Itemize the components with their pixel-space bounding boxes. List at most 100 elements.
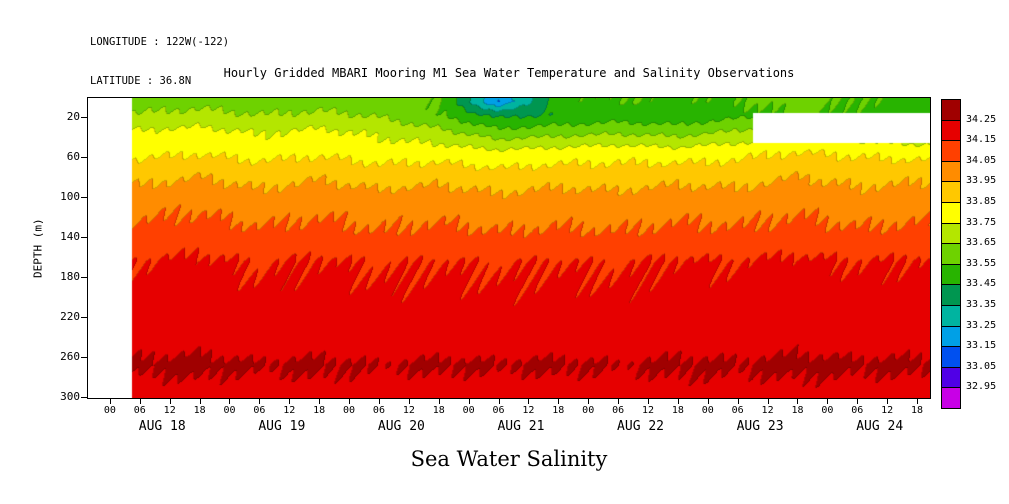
x-tick-mark (498, 399, 500, 404)
x-tick-mark (199, 399, 201, 404)
x-tick-mark (319, 399, 321, 404)
x-tick-label: 00 (103, 405, 116, 416)
colorbar-segment (941, 263, 961, 286)
x-tick-label: 12 (283, 405, 296, 416)
x-day-label: AUG 20 (377, 419, 425, 434)
salinity-heatmap-canvas (88, 98, 930, 398)
colorbar-segment (941, 243, 961, 265)
colorbar-segment (941, 119, 961, 142)
y-tick-mark (81, 197, 88, 198)
y-tick-mark (81, 397, 88, 398)
colorbar-tick-label: 34.25 (966, 113, 997, 125)
y-tick-mark (81, 237, 88, 238)
x-tick-mark (438, 399, 440, 404)
y-tick-mark (81, 157, 88, 158)
colorbar-tick-label: 34.05 (966, 154, 997, 166)
x-tick-label: 18 (791, 405, 804, 416)
x-day-label: AUG 18 (138, 419, 186, 434)
y-tick-label: 100 (60, 190, 80, 203)
y-tick-mark (81, 117, 88, 118)
x-tick-label: 06 (731, 405, 744, 416)
x-tick-label: 18 (911, 405, 924, 416)
x-tick-mark (349, 399, 351, 404)
chart-title: Hourly Gridded MBARI Mooring M1 Sea Wate… (223, 66, 795, 80)
x-tick-mark (588, 399, 590, 404)
x-tick-label: 12 (522, 405, 535, 416)
y-tick-label: 180 (60, 270, 80, 283)
x-tick-mark (229, 399, 231, 404)
x-tick-label: 00 (582, 405, 595, 416)
x-tick-label: 06 (133, 405, 146, 416)
colorbar-tick-label: 33.85 (966, 196, 997, 207)
x-tick-mark (677, 399, 679, 404)
x-day-label: AUG 23 (736, 419, 784, 434)
y-tick-label: 140 (60, 230, 80, 243)
colorbar-tick-label: 33.35 (966, 299, 997, 310)
x-tick-label: 06 (612, 405, 625, 416)
colorbar-tick-label: 32.95 (966, 381, 997, 393)
x-day-label: AUG 22 (617, 419, 665, 434)
x-tick-mark (737, 399, 739, 404)
colorbar-segment (941, 284, 961, 306)
x-day-label: AUG 21 (497, 419, 545, 434)
colorbar-tick-label: 33.05 (966, 360, 997, 372)
x-tick-mark (468, 399, 470, 404)
y-tick-mark (81, 317, 88, 318)
x-tick-label: 12 (881, 405, 894, 416)
x-day-label: AUG 24 (856, 419, 904, 434)
colorbar-tick-label: 33.45 (966, 278, 997, 290)
colorbar-segment (941, 366, 961, 389)
x-tick-label: 06 (372, 405, 385, 416)
x-tick-label: 18 (432, 405, 445, 416)
colorbar-segment (941, 140, 961, 162)
x-tick-mark (378, 399, 380, 404)
x-tick-mark (827, 399, 829, 404)
colorbar-segment (941, 346, 961, 368)
x-tick-label: 18 (193, 405, 206, 416)
x-day-label: AUG 19 (258, 419, 306, 434)
colorbar-segment (941, 202, 961, 224)
colorbar-tick-label: 33.15 (966, 340, 997, 352)
x-tick-mark (917, 399, 919, 404)
colorbar-tick-label: 33.55 (966, 257, 997, 269)
x-tick-mark (139, 399, 141, 404)
x-tick-mark (707, 399, 709, 404)
y-tick-label: 300 (60, 390, 80, 403)
colorbar-tick-label: 34.15 (966, 134, 997, 146)
x-tick-mark (797, 399, 799, 404)
y-axis-label: DEPTH (m) (31, 218, 45, 278)
x-tick-mark (289, 399, 291, 404)
colorbar-segment (941, 325, 961, 348)
x-tick-label: 00 (701, 405, 714, 416)
x-tick-label: 06 (253, 405, 266, 416)
x-tick-mark (857, 399, 859, 404)
x-tick-label: 12 (402, 405, 415, 416)
y-tick-label: 60 (66, 150, 80, 163)
figure-caption: Sea Water Salinity (410, 447, 608, 471)
colorbar-segment (941, 181, 961, 203)
longitude-label: LONGITUDE : 122W(-122) (90, 36, 230, 48)
y-tick-mark (81, 357, 88, 358)
y-tick-label: 220 (60, 310, 80, 323)
colorbar-segment (941, 305, 961, 327)
x-tick-label: 00 (462, 405, 475, 416)
x-tick-label: 12 (641, 405, 655, 416)
colorbar-tick-label: 33.65 (966, 237, 997, 249)
x-tick-mark (109, 399, 111, 404)
x-tick-label: 18 (671, 405, 684, 416)
x-tick-mark (767, 399, 769, 404)
latitude-label: LATITUDE : 36.8N (90, 75, 192, 87)
colorbar-segment (941, 222, 961, 245)
x-tick-label: 00 (821, 405, 834, 416)
x-tick-label: 18 (313, 405, 326, 416)
colorbar-segment (941, 387, 961, 409)
x-tick-mark (618, 399, 620, 404)
x-tick-mark (528, 399, 530, 404)
colorbar-tick-label: 33.25 (966, 319, 997, 331)
x-tick-label: 06 (492, 405, 505, 416)
x-tick-mark (558, 399, 560, 404)
x-tick-mark (169, 399, 171, 404)
x-tick-label: 00 (343, 405, 356, 416)
x-tick-label: 00 (223, 405, 236, 416)
